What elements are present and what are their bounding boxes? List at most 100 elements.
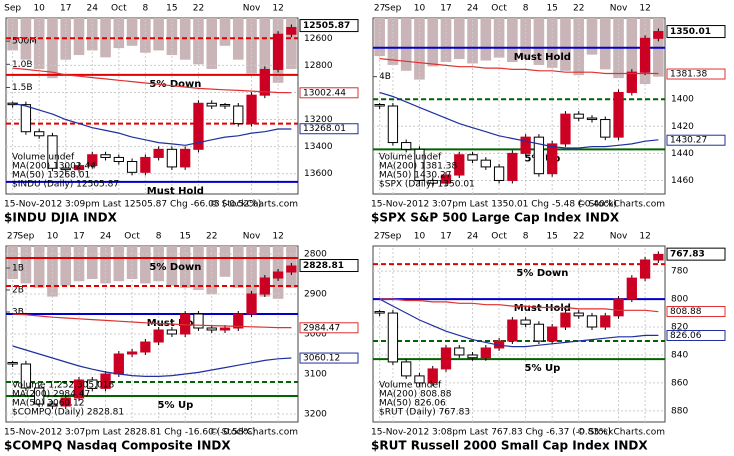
end-value-label: 808.88 [670, 307, 702, 317]
end-value-box [666, 305, 726, 317]
last-value-label: 2828.81 [303, 261, 344, 271]
price-candle [126, 351, 138, 355]
y-tick-label: 1400 [671, 95, 694, 105]
x-tick-label: 15 [179, 232, 190, 242]
y-tick-label: 12800 [304, 61, 333, 71]
price-candle [140, 156, 151, 173]
volume-bar [206, 18, 218, 69]
volume-bar [533, 18, 545, 65]
y2-tick-label: 1.0B [12, 60, 33, 70]
x-tick-label: 8 [142, 4, 148, 14]
price-candle [47, 135, 58, 169]
x-tick-label: 8 [156, 232, 162, 242]
price-candle [454, 154, 465, 176]
volume-bar [126, 18, 138, 46]
x-tick-label: Sep [17, 232, 34, 242]
legend-entry: Volume undef [379, 153, 442, 163]
legend-entry: $RUT (Daily) 767.83 [379, 408, 470, 418]
moving-average [12, 345, 292, 377]
price-candle [573, 113, 584, 119]
price-candle [387, 105, 399, 144]
price-candle [100, 154, 111, 158]
price-candle [73, 165, 85, 171]
price-candle [7, 362, 18, 365]
y-tick-label: 880 [671, 406, 688, 416]
x-tick-label: 10 [414, 232, 426, 242]
volume-bar [113, 246, 125, 282]
y-tick-label: 2800 [304, 250, 327, 260]
price-candle [374, 104, 385, 107]
price-candle [60, 167, 71, 171]
price-candle [166, 329, 178, 335]
end-value-label: 2984.47 [303, 323, 340, 333]
y-tick-label: 12600 [304, 34, 333, 44]
price-candle [586, 117, 598, 121]
price-candle [467, 154, 478, 161]
volume-bar [546, 18, 558, 68]
price-candle [206, 102, 217, 107]
level-label: Must Hold [514, 52, 571, 63]
volume-bar [7, 18, 18, 51]
end-value-label: 13002.44 [303, 88, 346, 98]
x-tick-label: Oct [491, 4, 507, 14]
x-tick-label: Sep [4, 4, 21, 14]
price-candle [180, 148, 191, 168]
volume-bar [86, 246, 98, 279]
x-tick-label: 27 [7, 232, 18, 242]
price-candle [520, 319, 531, 325]
moving-average [12, 313, 292, 329]
price-candle [272, 271, 284, 279]
price-candle [573, 312, 584, 317]
volume-bar [47, 246, 58, 297]
price-candle [259, 68, 270, 96]
price-candle [520, 136, 531, 154]
x-tick-label: 10 [33, 4, 45, 14]
price-candle [272, 33, 284, 70]
volume-bar [33, 246, 45, 288]
end-value-box [666, 68, 726, 80]
chart-credit: © StockCharts.com [577, 428, 665, 438]
x-tick-label: 17 [440, 4, 451, 14]
price-candle [246, 94, 257, 125]
price-candle [626, 277, 637, 300]
volume-bar [520, 18, 531, 60]
y2-tick-label: 3B [12, 308, 24, 318]
price-candle [20, 363, 32, 389]
price-candle [233, 105, 244, 125]
chart-panel: 500M1.0B1.5B1260012800130001320013400136… [4, 4, 359, 225]
x-tick-label: 10 [414, 4, 426, 14]
legend-entry: MA(200) 13002.44 [12, 162, 96, 172]
x-tick-label: 12 [639, 4, 650, 14]
x-tick-label: 22 [573, 4, 584, 14]
end-value-box [666, 329, 726, 341]
volume-bar [166, 246, 178, 286]
volume-bar [179, 246, 191, 288]
price-candle [533, 136, 545, 175]
price-candle [560, 312, 571, 328]
level-label: Must Hold [514, 303, 571, 314]
price-candle [60, 397, 71, 407]
x-tick-label: 24 [100, 232, 112, 242]
x-tick-label: 24 [467, 232, 479, 242]
x-tick-label: 15 [546, 4, 557, 14]
chart-title: $RUT Russell 2000 Small Cap Index INDX [371, 439, 648, 453]
price-candle [613, 91, 624, 138]
end-value-box [299, 87, 359, 99]
volume-bar [73, 246, 85, 282]
last-value-box [666, 25, 726, 39]
chart-credit: © StockCharts.com [577, 200, 665, 210]
price-candle [626, 71, 637, 93]
volume-bar [126, 246, 138, 279]
y-tick-label: 840 [671, 350, 688, 360]
y-tick-label: 3000 [304, 330, 327, 340]
x-tick-label: 27 [374, 232, 385, 242]
price-candle [440, 174, 452, 184]
price-candle [140, 341, 151, 353]
volume-bar [140, 246, 151, 284]
price-candle [507, 152, 518, 181]
volume-bar [400, 18, 412, 71]
volume-bar [193, 246, 204, 290]
price-candle [246, 293, 257, 315]
y-tick-label: 780 [671, 267, 688, 277]
price-candle [153, 148, 164, 158]
